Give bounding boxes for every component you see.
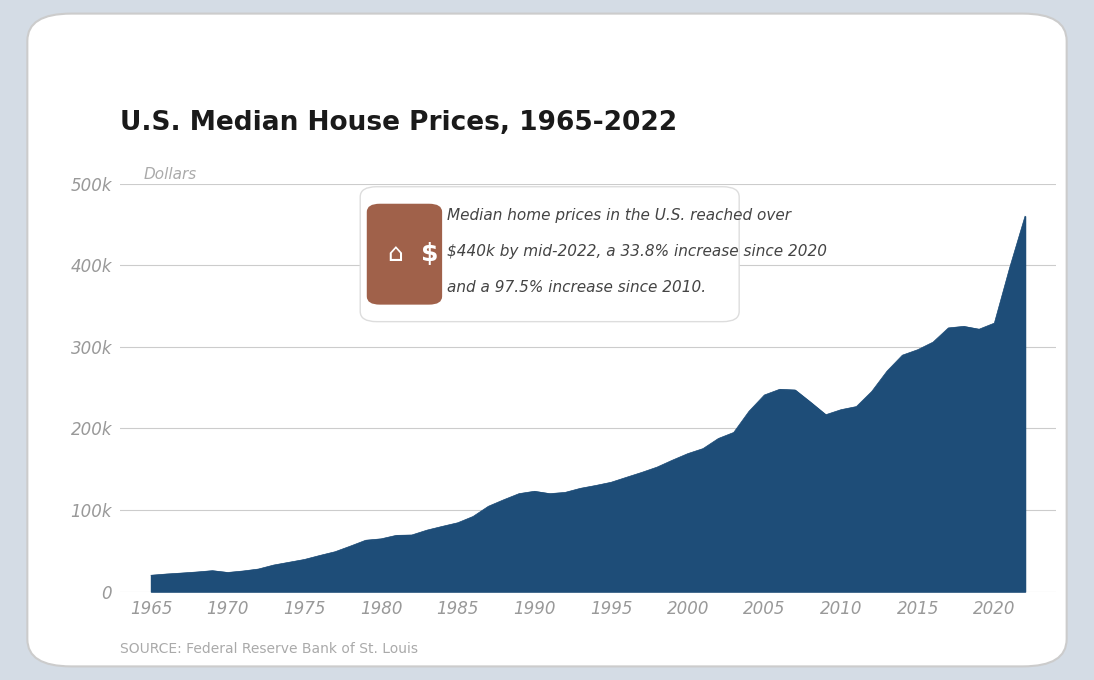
Text: U.S. Median House Prices, 1965-2022: U.S. Median House Prices, 1965-2022 bbox=[120, 110, 677, 136]
Text: Median home prices in the U.S. reached over: Median home prices in the U.S. reached o… bbox=[446, 208, 791, 223]
Text: Dollars: Dollars bbox=[143, 167, 197, 182]
Text: $: $ bbox=[421, 242, 439, 266]
Text: $440k by mid-2022, a 33.8% increase since 2020: $440k by mid-2022, a 33.8% increase sinc… bbox=[446, 244, 827, 259]
Text: and a 97.5% increase since 2010.: and a 97.5% increase since 2010. bbox=[446, 280, 706, 295]
Text: SOURCE: Federal Reserve Bank of St. Louis: SOURCE: Federal Reserve Bank of St. Loui… bbox=[120, 642, 418, 656]
Text: ⌂: ⌂ bbox=[387, 242, 403, 266]
